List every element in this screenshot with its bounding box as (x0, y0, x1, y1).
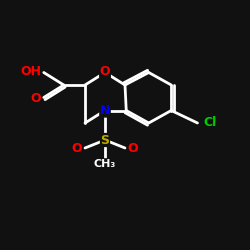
Text: OH: OH (20, 65, 41, 78)
Text: O: O (100, 65, 110, 78)
Text: Cl: Cl (204, 116, 217, 130)
Text: O: O (72, 142, 83, 154)
Text: O: O (128, 142, 138, 154)
Text: S: S (100, 134, 110, 146)
Text: N: N (100, 104, 110, 117)
Text: CH₃: CH₃ (94, 159, 116, 169)
Text: O: O (30, 92, 41, 105)
